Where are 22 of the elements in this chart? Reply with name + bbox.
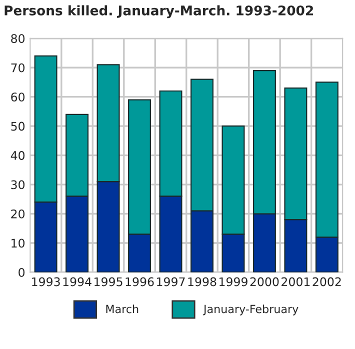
legend-label: January-February [202, 304, 298, 316]
y-tick-label: 20 [11, 209, 25, 218]
y-tick-label: 10 [12, 238, 25, 248]
y-tick-label: 70 [11, 63, 25, 72]
y-tick-label: 60 [11, 92, 25, 102]
y-tick-label: 30 [11, 180, 25, 190]
x-tick-label: 2000 [250, 277, 279, 286]
y-tick-label: 0 [18, 268, 25, 277]
x-tick-label: 1999 [220, 277, 248, 286]
x-tick-label: 1994 [63, 277, 92, 286]
x-tick-label: 1998 [188, 277, 216, 286]
y-tick-label: 40 [10, 151, 25, 160]
x-tick-label: 1993 [32, 277, 60, 286]
legend-label: March [106, 304, 138, 314]
y-tick-label: 80 [11, 34, 25, 44]
x-tick-label: 1996 [126, 277, 154, 286]
x-tick-label: 1995 [94, 277, 122, 286]
chart-title: Persons killed. January-March. 1993-2002 [4, 5, 313, 18]
x-tick-label: 2002 [312, 277, 341, 286]
x-tick-label: 2001 [282, 277, 310, 286]
y-tick-label: 50 [11, 122, 25, 131]
x-tick-label: 1997 [157, 277, 185, 286]
